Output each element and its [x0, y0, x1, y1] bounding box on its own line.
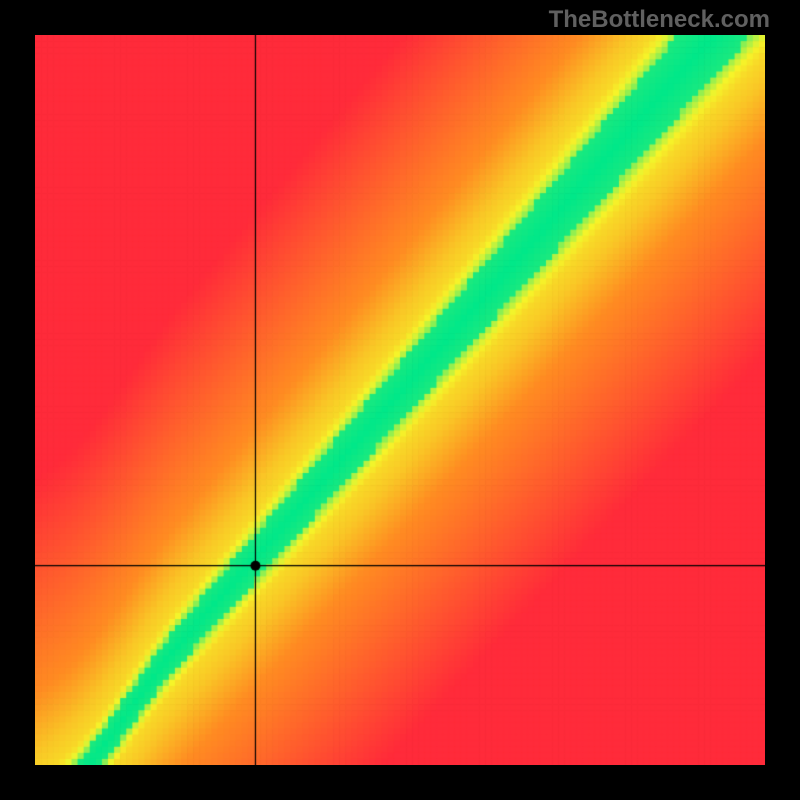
watermark-label: TheBottleneck.com: [549, 6, 770, 34]
chart-frame: TheBottleneck.com: [0, 0, 800, 800]
bottleneck-heatmap: [35, 35, 765, 765]
